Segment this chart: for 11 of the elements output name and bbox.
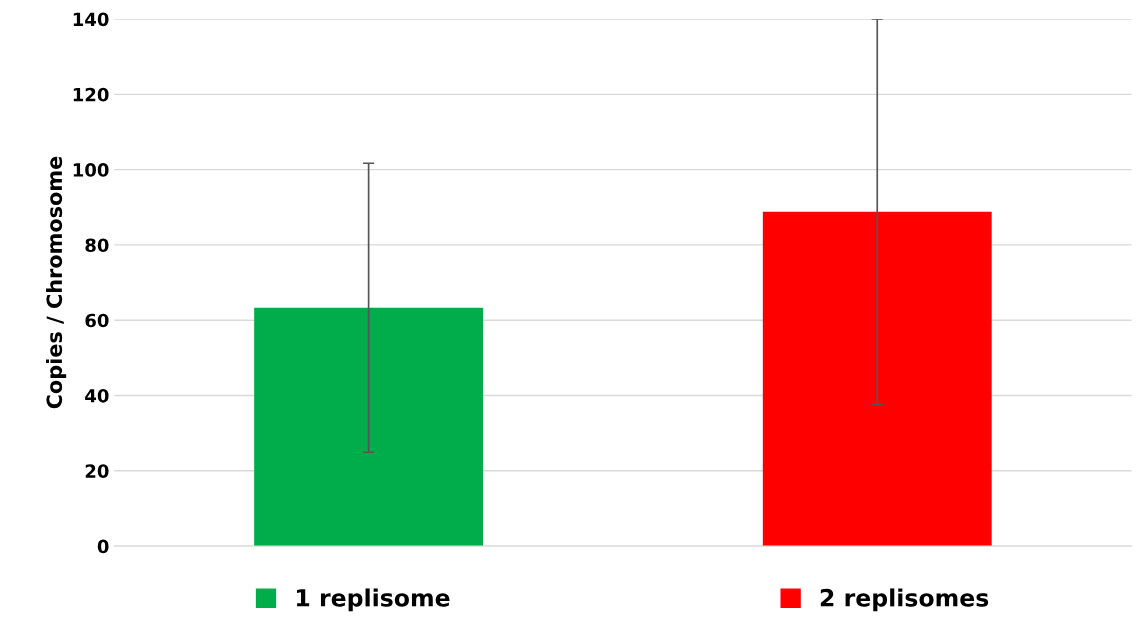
y-tick-label: 40 xyxy=(85,388,109,403)
y-axis-title: Copies / Chromosome xyxy=(46,156,67,409)
y-tick-label: 140 xyxy=(73,12,109,27)
y-tick-label: 20 xyxy=(85,464,109,478)
legend-label: 2 replisomes xyxy=(820,588,989,612)
y-tick-label: 100 xyxy=(73,163,109,177)
y-tick-label: 80 xyxy=(85,238,109,253)
y-tick-label: 60 xyxy=(85,313,109,328)
y-tick-label: 0 xyxy=(97,539,109,554)
y-tick-label: 120 xyxy=(73,87,109,102)
legend-label: 1 replisome xyxy=(297,588,450,612)
